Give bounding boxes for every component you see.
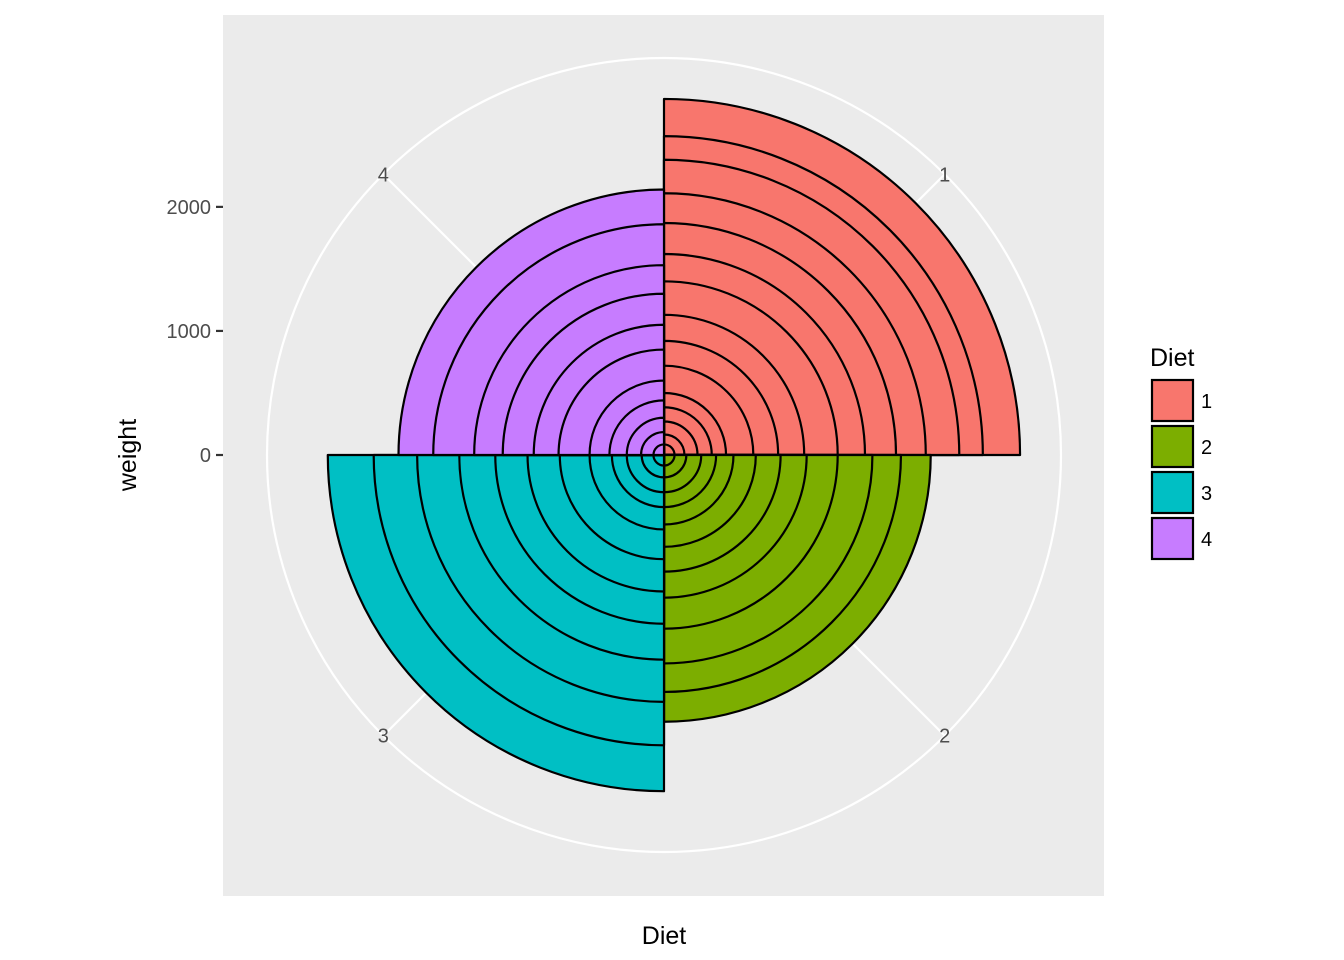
legend-key-2 — [1150, 424, 1195, 469]
legend: Diet 1 2 3 4 — [1150, 344, 1212, 561]
x-axis-title: Diet — [642, 922, 687, 950]
bars-layer — [326, 97, 1022, 793]
bar-segment — [652, 443, 666, 457]
legend-key-1 — [1150, 378, 1195, 423]
grid-circle — [265, 56, 1063, 854]
bar-group-diet-2 — [662, 453, 932, 723]
weight-axis: 0 1000 2000 — [167, 197, 223, 467]
category-tick-label: 3 — [378, 726, 389, 748]
bar-group-diet-3 — [326, 453, 666, 793]
legend-label: 4 — [1201, 529, 1212, 551]
y-axis-title: weight — [114, 419, 142, 492]
legend-label: 2 — [1201, 437, 1212, 459]
category-tick-label: 4 — [378, 164, 389, 186]
bar-group-diet-4 — [397, 188, 666, 457]
category-tick-labels: 1 2 3 4 — [378, 164, 951, 747]
legend-key-3 — [1150, 470, 1195, 515]
y-tick-label: 1000 — [167, 321, 212, 343]
legend-key-4 — [1150, 516, 1195, 561]
y-tick-label: 0 — [200, 445, 211, 467]
legend-label: 1 — [1201, 391, 1212, 413]
bar-group-diet-1 — [662, 97, 1022, 457]
legend-title: Diet — [1150, 344, 1195, 372]
legend-items: 1 2 3 4 — [1150, 378, 1212, 561]
category-tick-label: 2 — [939, 726, 950, 748]
legend-label: 3 — [1201, 483, 1212, 505]
y-tick-label: 2000 — [167, 197, 212, 219]
category-tick-label: 1 — [939, 164, 950, 186]
